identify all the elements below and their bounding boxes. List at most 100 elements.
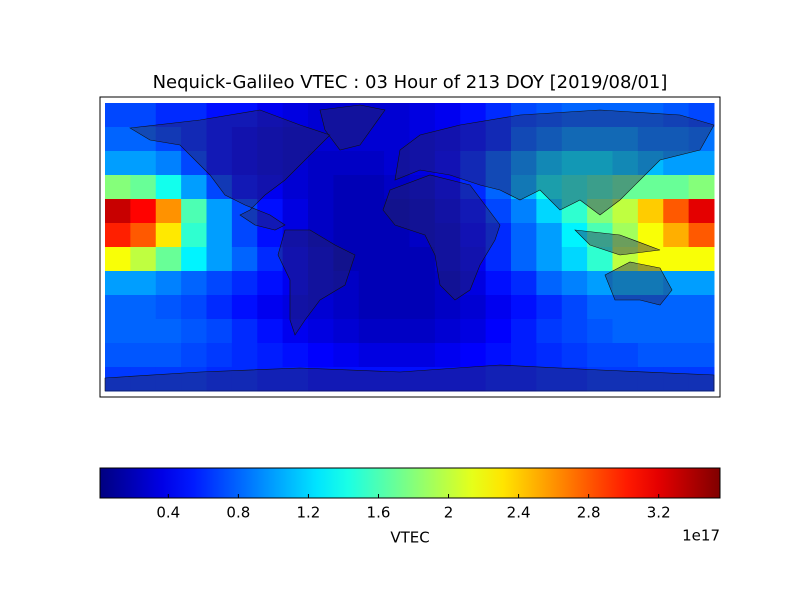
cell [536, 367, 563, 392]
cell [308, 151, 334, 176]
cell [358, 175, 385, 200]
cell [460, 367, 487, 392]
cell [105, 127, 131, 152]
cell [688, 319, 715, 344]
cell [257, 319, 284, 344]
cell [409, 271, 436, 296]
cell [434, 247, 461, 272]
cell [105, 271, 131, 296]
cell [663, 295, 690, 320]
cell [612, 175, 639, 200]
cell [130, 343, 157, 368]
cell [434, 103, 461, 128]
cell [333, 367, 360, 392]
cell [231, 343, 258, 368]
cell [409, 319, 436, 344]
cell [282, 367, 309, 392]
cell [409, 103, 436, 128]
cell [637, 295, 664, 320]
cell [231, 175, 258, 200]
cell [663, 199, 690, 224]
cell [485, 151, 512, 176]
cell [587, 175, 613, 200]
cell [637, 271, 664, 296]
cell [561, 199, 588, 224]
cell [485, 103, 512, 128]
cell [485, 319, 512, 344]
cell [485, 367, 512, 392]
land [129, 109, 331, 231]
cell [384, 127, 410, 152]
cell [434, 199, 461, 224]
cell [181, 367, 207, 392]
cell [587, 295, 613, 320]
colorbar-offset: 1e17 [682, 527, 720, 545]
cell [384, 271, 410, 296]
cell [231, 319, 258, 344]
cell [511, 103, 537, 128]
cell [434, 343, 461, 368]
cell [231, 295, 258, 320]
cell [637, 175, 664, 200]
cell [587, 151, 613, 176]
cell [155, 175, 182, 200]
cell [663, 127, 690, 152]
land [104, 364, 715, 392]
land [604, 261, 673, 306]
cell [308, 175, 334, 200]
cell [637, 151, 664, 176]
cell [561, 367, 588, 392]
cell [612, 127, 639, 152]
cell [257, 103, 284, 128]
cell [587, 127, 613, 152]
cell [358, 343, 385, 368]
colorbar [99, 467, 721, 499]
cell [511, 319, 537, 344]
cell [308, 247, 334, 272]
cell [688, 223, 715, 248]
cell [561, 175, 588, 200]
cell [536, 199, 563, 224]
cell [511, 199, 537, 224]
cell [308, 271, 334, 296]
cell [587, 343, 613, 368]
cell [409, 223, 436, 248]
continents [104, 104, 715, 392]
cell [257, 295, 284, 320]
cell [333, 175, 360, 200]
cell [282, 343, 309, 368]
cell [282, 319, 309, 344]
cell [637, 127, 664, 152]
cell [181, 271, 207, 296]
cell [612, 295, 639, 320]
cell [434, 367, 461, 392]
cell [587, 367, 613, 392]
cell [561, 151, 588, 176]
cell [333, 127, 360, 152]
cell [587, 271, 613, 296]
cell [587, 103, 613, 128]
cell [485, 343, 512, 368]
cell [181, 175, 207, 200]
cell [612, 319, 639, 344]
cell [105, 295, 131, 320]
colorbar-tick-label: 2.4 [507, 504, 531, 522]
cell [561, 103, 588, 128]
cell [181, 247, 207, 272]
cell [155, 151, 182, 176]
cell [155, 343, 182, 368]
cell [561, 343, 588, 368]
cell [688, 175, 715, 200]
cell [181, 151, 207, 176]
cell [663, 271, 690, 296]
cell [688, 151, 715, 176]
cell [257, 271, 284, 296]
cell [358, 271, 385, 296]
cell [637, 319, 664, 344]
cell [181, 223, 207, 248]
cell [308, 199, 334, 224]
colorbar-tick-label: 1.2 [296, 504, 320, 522]
cell [460, 175, 487, 200]
cell [536, 247, 563, 272]
cell [612, 247, 639, 272]
